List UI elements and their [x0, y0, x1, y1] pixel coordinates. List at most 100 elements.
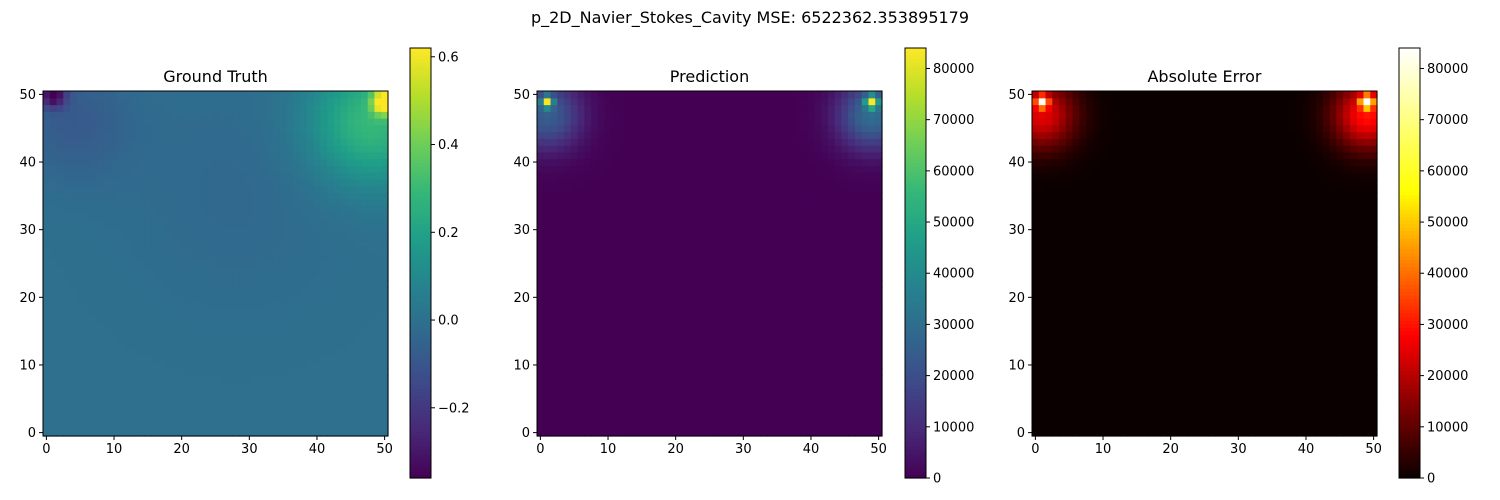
heatmap-cell [658, 158, 667, 167]
heatmap-cell [151, 287, 159, 295]
heatmap-cell [198, 178, 206, 187]
heatmap-cell [665, 233, 673, 241]
heatmap-cell [347, 381, 355, 390]
heatmap-cell [266, 348, 274, 356]
heatmap-cell [340, 266, 349, 275]
heatmap-cell [381, 91, 389, 99]
heatmap-cell [374, 266, 382, 275]
heatmap-cell [706, 206, 714, 214]
heatmap-cell [340, 158, 349, 167]
heatmap-cell [712, 212, 721, 221]
heatmap-cell [557, 348, 565, 356]
heatmap-cell [245, 368, 254, 376]
heatmap-cell [151, 172, 159, 180]
heatmap-cell [117, 111, 125, 119]
heatmap-cell [564, 226, 572, 234]
heatmap-cell [584, 206, 592, 214]
heatmap-cell [110, 172, 119, 180]
heatmap-cell [570, 206, 579, 214]
heatmap-cell [827, 300, 836, 309]
heatmap-cell [347, 307, 355, 315]
heatmap-cell [103, 178, 112, 187]
heatmap-cell [645, 368, 653, 376]
heatmap-cell [374, 233, 382, 241]
heatmap-cell [712, 178, 721, 187]
heatmap-cell [333, 327, 342, 336]
heatmap-cell [130, 219, 139, 227]
heatmap-cell [259, 246, 267, 254]
heatmap-cell [320, 327, 328, 336]
heatmap-cell [861, 260, 870, 268]
heatmap-cell [692, 145, 700, 153]
heatmap-cell [665, 273, 673, 282]
heatmap-cell [273, 118, 281, 126]
heatmap-cell [320, 118, 328, 126]
heatmap-cell [827, 395, 836, 403]
heatmap-cell [151, 260, 159, 268]
heatmap-cell [719, 287, 728, 295]
heatmap-cell [300, 375, 308, 383]
x-tick-label: 50 [376, 442, 393, 457]
heatmap-cell [543, 341, 552, 349]
heatmap-cell [848, 348, 856, 356]
heatmap-cell [753, 408, 761, 417]
heatmap-cell [672, 206, 680, 214]
heatmap-cell [360, 388, 369, 397]
heatmap-cell [543, 192, 552, 200]
heatmap-cell [537, 165, 545, 173]
heatmap-cell [685, 381, 694, 390]
heatmap-cell [834, 354, 843, 363]
heatmap-cell [198, 253, 206, 261]
heatmap-cell [841, 260, 849, 268]
heatmap-cell [746, 226, 755, 234]
heatmap-cell [347, 368, 355, 376]
heatmap-cell [564, 273, 572, 282]
heatmap-cell [591, 422, 599, 430]
heatmap-cell [164, 111, 173, 119]
heatmap-cell [746, 408, 755, 417]
heatmap-cell [171, 97, 179, 106]
heatmap-cell [564, 422, 572, 430]
heatmap-cell [49, 104, 58, 112]
heatmap-cell [171, 321, 179, 329]
heatmap-cell [814, 185, 822, 194]
heatmap-cell [652, 307, 660, 315]
heatmap-cell [76, 314, 85, 322]
heatmap-cell [313, 124, 321, 133]
heatmap-cell [645, 388, 653, 397]
heatmap-cell [739, 354, 748, 363]
heatmap-cell [252, 192, 261, 200]
heatmap-cell [124, 246, 132, 254]
heatmap-cell [692, 260, 700, 268]
heatmap-cell [746, 273, 755, 282]
heatmap-cell [733, 395, 741, 403]
heatmap-cell [780, 287, 788, 295]
heatmap-cell [347, 300, 355, 309]
heatmap-cell [591, 402, 599, 410]
heatmap-cell [191, 185, 200, 194]
heatmap-cell [313, 192, 321, 200]
heatmap-cell [354, 158, 362, 167]
heatmap-cell [225, 104, 234, 112]
heatmap-cell [767, 408, 775, 417]
heatmap-cell [767, 341, 775, 349]
heatmap-cell [103, 212, 112, 221]
heatmap-cell [90, 368, 98, 376]
heatmap-cell [137, 185, 146, 194]
heatmap-cell [699, 212, 707, 221]
heatmap-cell [43, 131, 51, 139]
heatmap-cell [212, 381, 220, 390]
heatmap-cell [117, 408, 125, 417]
heatmap-cell [333, 266, 342, 275]
heatmap-cell [672, 388, 680, 397]
heatmap-cell [313, 246, 321, 254]
heatmap-cell [205, 192, 213, 200]
heatmap-cell [313, 138, 321, 146]
heatmap-cell [624, 307, 633, 315]
heatmap-cell [191, 280, 200, 288]
heatmap-cell [875, 381, 883, 390]
heatmap-cell [354, 131, 362, 139]
heatmap-cell [360, 422, 369, 430]
heatmap-cell [205, 300, 213, 309]
heatmap-cell [821, 145, 829, 153]
